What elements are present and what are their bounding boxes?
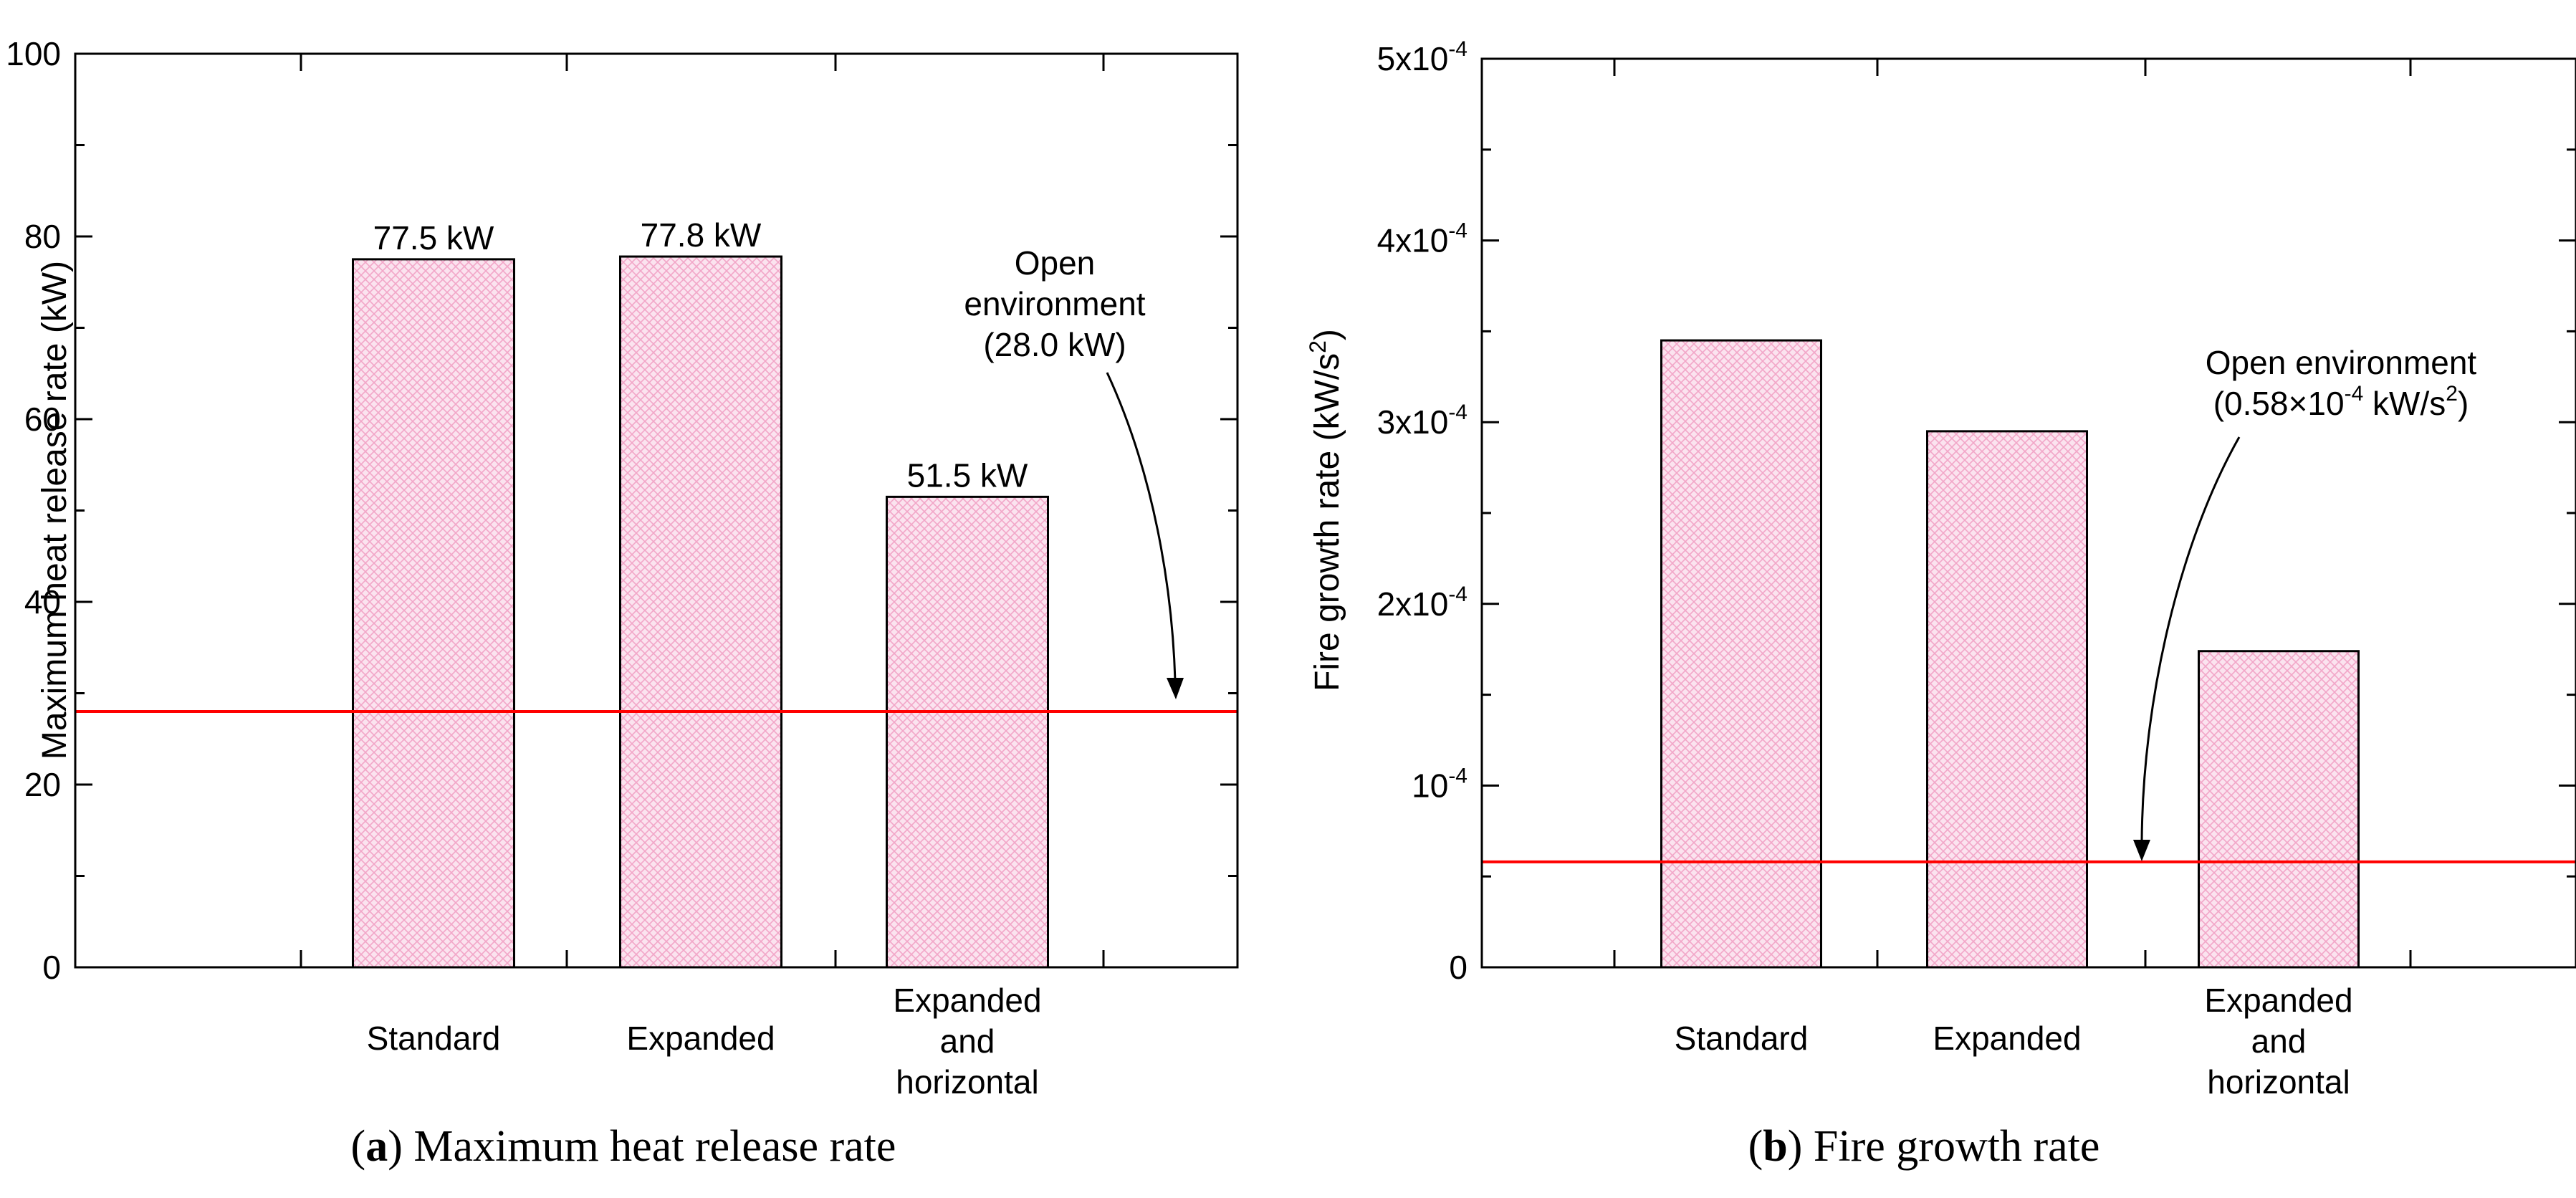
y-tick-labels-a: 0 20 40 60 80 100 (6, 35, 61, 986)
y-tick-label-b: 3x10-4 (1377, 401, 1467, 441)
y-tick-label-a: 100 (6, 35, 61, 72)
reference-value-b: (0.58×10-4 kW/s2) (2213, 382, 2469, 422)
x-tick-label-b-3: horizontal (2207, 1063, 2350, 1101)
annotation-arrow-b (2140, 436, 2241, 843)
ticks-b (1482, 57, 2576, 969)
annotation-arrow-a (1106, 372, 1177, 681)
annotation-arrowhead-a (1167, 678, 1184, 699)
y-axis-label-b: Fire growth rate (kW/s2) (1305, 329, 1346, 691)
y-tick-label-a: 60 (24, 401, 61, 438)
annotation-arrowhead-b (2133, 840, 2150, 861)
y-tick-label-a: 20 (24, 766, 61, 803)
x-tick-label-b-2: Expanded (1933, 1020, 2081, 1057)
y-tick-label-b: 10-4 (1412, 764, 1467, 804)
x-tick-label-b-3: and (2251, 1022, 2307, 1060)
reference-label-a: Open (1015, 244, 1096, 282)
data-label-a-3: 51.5 kW (907, 456, 1028, 494)
x-tick-label-a-3: and (940, 1022, 995, 1060)
panel-b: 0 10-4 2x10-4 3x10-4 4x10-4 5x10-4 Standard Ex… (1305, 37, 2576, 1171)
bar-group-a (352, 255, 1049, 969)
caption-b: (b) Fire growth rate (1748, 1122, 2100, 1171)
x-tick-label-b-1: Standard (1675, 1020, 1809, 1057)
y-tick-label-a: 0 (42, 949, 61, 986)
y-tick-labels-b: 0 10-4 2x10-4 3x10-4 4x10-4 5x10-4 (1377, 37, 1467, 986)
y-tick-label-b: 5x10-4 (1377, 37, 1467, 77)
y-tick-label-b: 2x10-4 (1377, 583, 1467, 623)
bar-b-3 (2198, 650, 2360, 969)
caption-a: (a) Maximum heat release rate (351, 1122, 896, 1171)
bar-b-2 (1926, 430, 2088, 969)
x-tick-label-a-2: Expanded (626, 1020, 775, 1057)
reference-label-a: environment (964, 285, 1145, 322)
bar-a-1 (352, 258, 515, 969)
y-tick-label-b: 4x10-4 (1377, 219, 1467, 259)
ticks-a (75, 52, 1237, 969)
bar-b-1 (1660, 339, 1822, 969)
data-label-a-1: 77.5 kW (373, 219, 494, 257)
data-labels-a: 77.5 kW 77.8 kW 51.5 kW (373, 216, 1028, 494)
bar-a-2 (619, 255, 782, 969)
x-tick-label-b-3: Expanded (2204, 982, 2352, 1019)
bar-a-3 (886, 495, 1049, 969)
x-tick-label-a-3: horizontal (896, 1063, 1038, 1101)
reference-label-b: Open environment (2206, 344, 2477, 381)
reference-annotation-b: Open environment(0.58×10-4 kW/s2) (2133, 344, 2476, 861)
bar-group-b (1660, 339, 2360, 969)
reference-label-a: (28.0 kW) (983, 326, 1126, 363)
y-tick-label-a: 80 (24, 218, 61, 255)
y-tick-label-b: 0 (1449, 949, 1467, 986)
y-axis-label-a: Maximum heat release rate (kW) (36, 261, 74, 759)
x-tick-label-a-3: Expanded (893, 982, 1041, 1019)
y-tick-label-a: 40 (24, 583, 61, 620)
x-tick-label-a-1: Standard (367, 1020, 501, 1057)
data-label-a-2: 77.8 kW (641, 216, 762, 254)
